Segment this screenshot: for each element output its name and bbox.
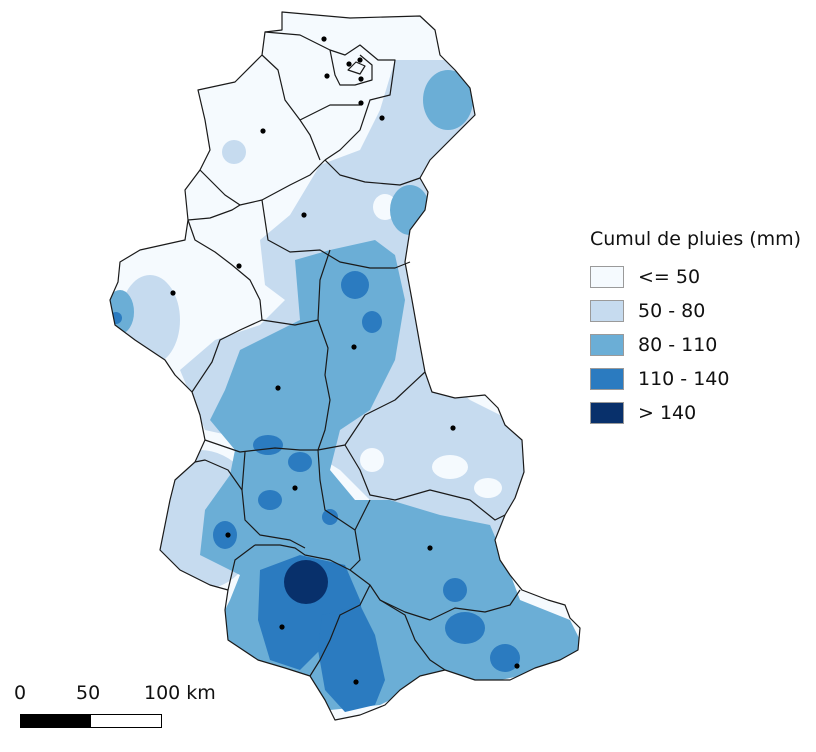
station-point <box>321 36 327 42</box>
legend-swatch <box>590 334 624 356</box>
scale-segment-first <box>20 714 92 728</box>
legend-label: 80 - 110 <box>638 334 718 356</box>
station-point <box>170 290 176 296</box>
station-point <box>236 263 242 269</box>
legend-item: 50 - 80 <box>590 294 801 328</box>
station-point <box>260 128 266 134</box>
station-point <box>379 115 385 121</box>
rainfall-zone-110-140 <box>110 271 520 712</box>
station-point <box>351 344 357 350</box>
scale-label-mid: 50 <box>76 682 101 704</box>
legend-title: Cumul de pluies (mm) <box>590 228 802 250</box>
station-point <box>358 100 364 106</box>
legend-item: 110 - 140 <box>590 362 801 396</box>
scale-label-end: 100 km <box>144 682 216 704</box>
legend-label: <= 50 <box>638 266 701 288</box>
department-borders <box>109 11 581 721</box>
rainfall-zone-le-50-patches <box>360 194 502 498</box>
station-point <box>225 532 231 538</box>
station-point <box>292 485 298 491</box>
station-point <box>357 57 363 63</box>
station-point <box>301 212 307 218</box>
rainfall-fields <box>110 60 580 712</box>
legend-swatch <box>590 368 624 390</box>
rainfall-zone-gt-140 <box>284 560 328 604</box>
station-point <box>275 385 281 391</box>
legend-items: <= 50 50 - 80 80 - 110 110 - 140 > 140 <box>590 260 801 430</box>
legend-label: 50 - 80 <box>638 300 706 322</box>
legend-swatch <box>590 300 624 322</box>
legend-item: <= 50 <box>590 260 801 294</box>
station-point <box>358 76 364 82</box>
legend-swatch <box>590 402 624 424</box>
legend-label: 110 - 140 <box>638 368 730 390</box>
station-point <box>324 73 330 79</box>
station-point <box>279 624 285 630</box>
station-points <box>170 36 520 685</box>
scale-label-start: 0 <box>14 682 27 704</box>
legend-item: 80 - 110 <box>590 328 801 362</box>
legend-swatch <box>590 266 624 288</box>
legend-item: > 140 <box>590 396 801 430</box>
station-point <box>450 425 456 431</box>
station-point <box>427 545 433 551</box>
legend: Cumul de pluies (mm) <= 50 50 - 80 80 - 11… <box>590 228 801 430</box>
station-point <box>346 61 352 67</box>
station-point <box>514 663 520 669</box>
station-point <box>353 679 359 685</box>
scale-segment-second <box>90 714 162 728</box>
legend-label: > 140 <box>638 402 697 424</box>
